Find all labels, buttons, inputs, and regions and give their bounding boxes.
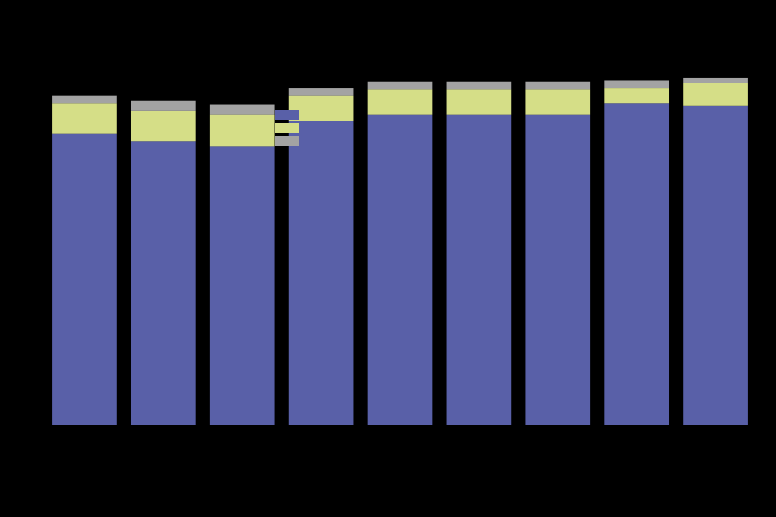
bar-segment xyxy=(683,78,748,83)
bar-segment xyxy=(683,83,748,106)
bar-segment xyxy=(52,103,117,133)
bar-segment xyxy=(525,115,590,425)
legend-swatch xyxy=(275,110,299,120)
bar-segment xyxy=(447,82,512,90)
bar-segment xyxy=(525,82,590,90)
bar-segment xyxy=(131,111,196,141)
bar-segment xyxy=(604,103,669,425)
bar-segment xyxy=(131,141,196,425)
bar-segment xyxy=(210,146,275,425)
bar-segment xyxy=(368,89,433,114)
bar-segment xyxy=(131,101,196,111)
bar-segment xyxy=(447,89,512,114)
bar-segment xyxy=(525,89,590,114)
bar-segment xyxy=(289,88,354,96)
legend-swatch xyxy=(275,136,299,146)
bar-segment xyxy=(52,96,117,104)
bar-segment xyxy=(368,82,433,90)
legend-swatch xyxy=(275,123,299,133)
stacked-bar-chart xyxy=(0,0,776,517)
bar-segment xyxy=(447,115,512,425)
bar-segment xyxy=(368,115,433,425)
bar-segment xyxy=(604,88,669,103)
bar-segment xyxy=(210,105,275,115)
bar-segment xyxy=(683,106,748,425)
bar-segment xyxy=(52,134,117,425)
bar-segment xyxy=(289,121,354,425)
bar-segment xyxy=(604,80,669,88)
bar-segment xyxy=(210,115,275,147)
